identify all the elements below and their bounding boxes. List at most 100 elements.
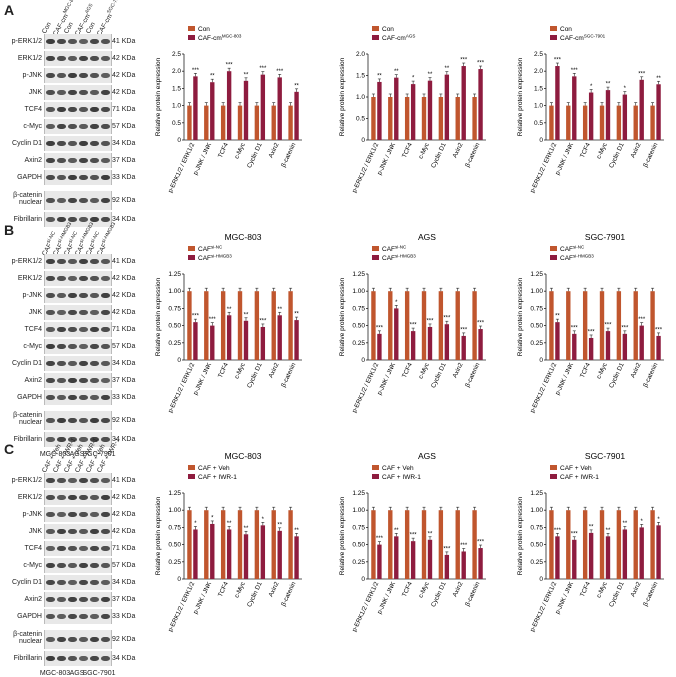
significance-label: ** [227,307,232,313]
y-tick-label: 0 [361,576,365,583]
bar-chart-b-2: AGSCAFsi-NCCAFsi-HMGB300.250.500.751.001… [339,232,486,414]
bar-treatment [588,337,594,360]
bar-control [220,291,226,360]
significance-label: *** [226,63,234,69]
significance-label: *** [477,61,485,67]
legend-label-text: Con [560,26,572,33]
blot-row-fibrillarin [44,651,112,666]
blot-band [68,310,77,315]
blot-band [90,656,99,661]
bar-control [599,105,605,140]
blot-band [57,478,66,483]
y-tick-label: 2.0 [172,68,181,75]
legend-swatch [550,474,557,479]
significance-label: ** [227,521,232,527]
blot-band [57,495,66,500]
blot-band [101,344,110,349]
blot-band [101,512,110,517]
y-tick-label: 1.00 [530,507,543,514]
significance-label: *** [571,325,579,331]
blot-band [101,124,110,129]
x-tick-label: Axin2 [268,361,281,379]
bar-control [616,291,622,360]
y-tick-label: 1.5 [356,73,365,80]
bar-control [237,291,243,360]
blot-band [57,73,66,78]
bar-control [388,291,393,360]
bar-control [288,510,293,579]
blot-band [57,141,66,146]
blot-band [79,73,88,78]
blot-row-label: Fibrillarin [13,655,42,662]
x-tick-label: β-catenin [642,580,660,607]
x-tick-label: TCF4 [217,141,230,159]
blot-row-p-erk1-2 [44,473,112,488]
blot-mw-label: 71 KDa [112,326,136,333]
x-tick-label: c-Myc [417,362,430,380]
legend-label-text: CAF + IWR-1 [382,474,421,481]
blot-band [90,437,99,442]
blot-band [46,310,55,315]
bar-treatment [555,322,560,360]
blot-band [90,310,99,315]
bar-control [371,97,376,140]
y-tick-label: 0 [539,357,543,364]
blot-row-erk1-2 [44,271,112,286]
bar-chart-b-1: MGC-803CAFsi-NCCAFsi-HMGB300.250.500.751… [155,232,302,414]
blot-band [68,175,77,180]
blot-band [90,39,99,44]
y-tick-label: 0.75 [352,524,365,531]
blot-band [101,378,110,383]
significance-label: * [641,519,644,525]
bar-control [616,105,622,140]
legend-label-text: CAF [198,246,211,253]
legend-label-text: CAF + Veh [382,465,414,472]
x-tick-label: Cyclin D1 [608,361,626,389]
x-tick-label: p-ERK1/2 / ERK1/2 [167,361,196,414]
bar-control [455,510,460,579]
bar-treatment [394,308,399,360]
y-tick-label: 0.5 [172,120,181,127]
blot-band [90,327,99,332]
y-tick-label: 0 [177,357,181,364]
y-tick-label: 1.5 [534,85,543,92]
blot-row-catenin-nuclear [44,191,112,210]
bar-treatment [427,80,433,140]
bar-control [187,291,192,360]
legend-swatch [372,35,379,40]
blot-band [79,478,88,483]
blot-mw-label: 33 KDa [112,613,136,620]
blot-band [57,361,66,366]
x-tick-label: Axin2 [630,141,643,159]
bar-treatment [260,74,266,140]
bar-chart-a-3: ConCAF-cmSGC-790100.51.01.52.02.5Relativ… [517,26,664,194]
x-tick-label: c-Myc [595,581,608,599]
y-tick-label: 0.50 [168,542,181,549]
bar-control [566,105,571,140]
significance-label: ** [428,72,433,78]
x-tick-label: p-ERK1/2 / ERK1/2 [351,141,380,194]
x-tick-label: TCF4 [579,141,592,159]
blot-band [101,158,110,163]
blot-row-gapdh [44,170,112,185]
blot-band [90,529,99,534]
legend-label: Con [560,26,572,33]
bar-control [204,510,209,579]
blot-band [68,495,77,500]
blot-band [101,478,110,483]
legend-swatch [188,255,195,260]
blot-band [101,107,110,112]
blot-band [57,158,66,163]
bar-treatment [243,80,249,140]
x-tick-label: β-catenin [464,361,482,388]
blot-band [57,512,66,517]
blot-row-label: GAPDH [17,174,42,181]
blot-band [101,310,110,315]
x-tick-label: Cyclin D1 [246,580,264,608]
blot-mw-label: 34 KDa [112,579,136,586]
bar-treatment [394,77,399,140]
y-tick-label: 0 [539,576,543,583]
x-tick-label: TCF4 [401,141,414,159]
blot-band [57,56,66,61]
blot-row-gapdh [44,609,112,624]
